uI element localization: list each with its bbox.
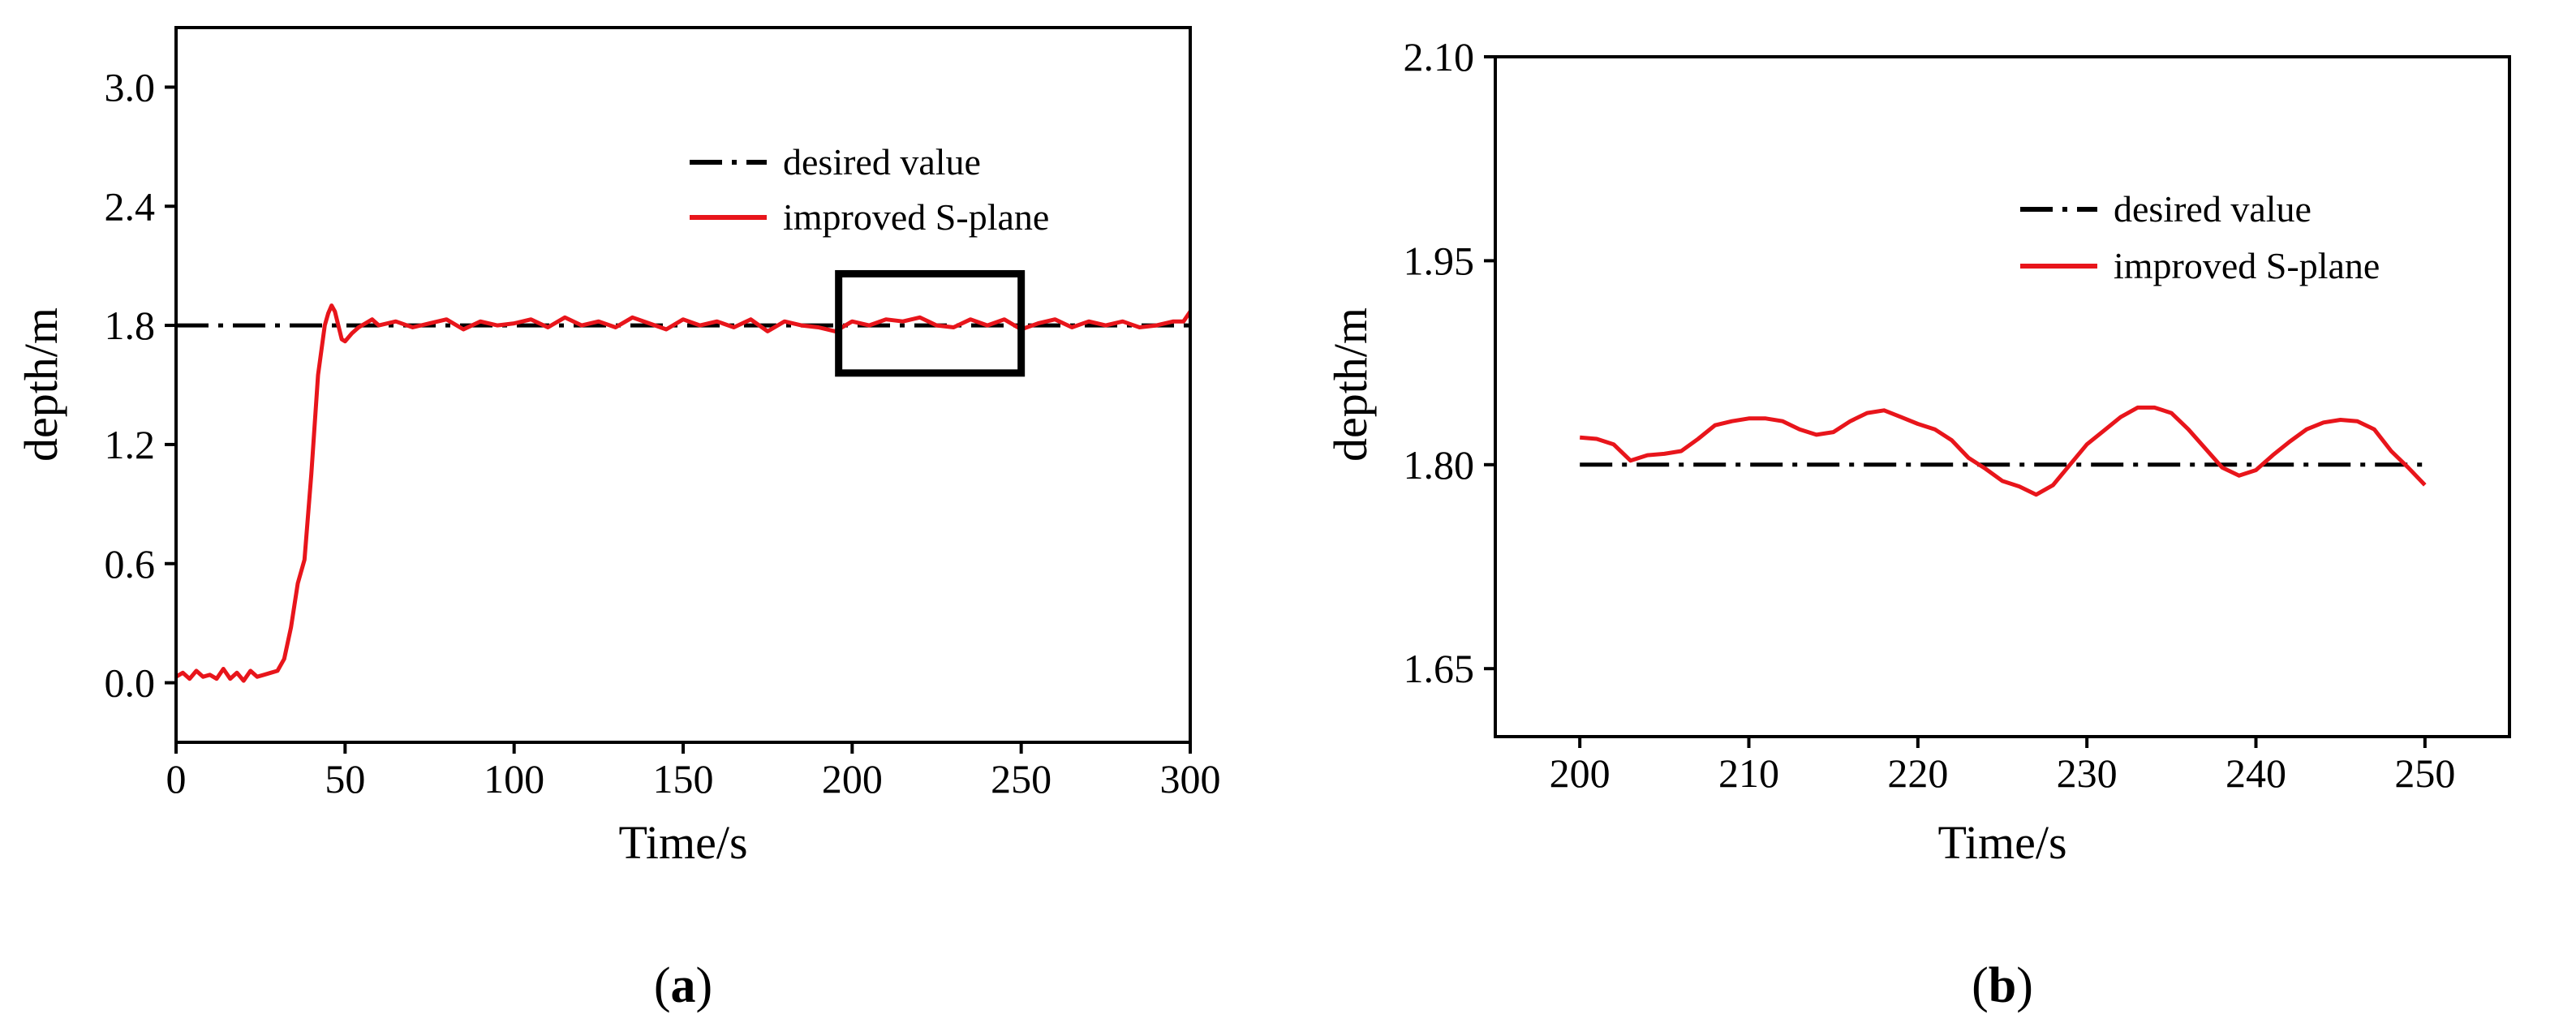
chart-a-xtick-label: 150 bbox=[653, 756, 714, 802]
chart-a-plot-content bbox=[174, 269, 1193, 683]
chart-a-xtick-label: 100 bbox=[484, 756, 544, 802]
chart-a: 0 50 100 150 200 250 300 0.0 0.6 1.2 1.8 2.4 3.0 Tim… bbox=[15, 26, 1221, 1013]
chart-b-legend-label-desired: desired value bbox=[2114, 188, 2312, 230]
chart-a-ytick-label: 2.4 bbox=[105, 183, 156, 229]
chart-b-ytick-label: 1.65 bbox=[1404, 646, 1475, 691]
chart-a-ytick-label: 0.0 bbox=[105, 660, 156, 706]
chart-a-ytick-label: 3.0 bbox=[105, 64, 156, 110]
chart-b-ytick-label: 2.10 bbox=[1404, 34, 1475, 80]
panel-label-b: (b) bbox=[1972, 958, 2033, 1013]
chart-b-xtick-label: 230 bbox=[2057, 750, 2118, 796]
chart-b-xtick-label: 240 bbox=[2226, 750, 2286, 796]
chart-b-series-improved-s-plane bbox=[1579, 405, 2427, 497]
chart-a-xtick-label: 250 bbox=[991, 756, 1051, 802]
chart-b-ticks: 200 210 220 230 240 250 1.65 1.80 1.95 2.10 bbox=[1404, 34, 2456, 796]
chart-a-xtick-label: 300 bbox=[1160, 756, 1221, 802]
chart-a-ticks: 0 50 100 150 200 250 300 0.0 0.6 1.2 1.8 2.4 3.0 bbox=[105, 64, 1221, 802]
chart-a-xtick-label: 0 bbox=[166, 756, 187, 802]
chart-b-legend: desired value improved S-plane bbox=[2020, 188, 2380, 286]
chart-a-ylabel: depth/m bbox=[15, 307, 67, 462]
panel-label-a: (a) bbox=[654, 958, 712, 1013]
chart-b-xtick-label: 250 bbox=[2394, 750, 2455, 796]
chart-a-xtick-label: 200 bbox=[822, 756, 883, 802]
chart-a-ytick-label: 0.6 bbox=[105, 541, 156, 587]
chart-b-xtick-label: 200 bbox=[1550, 750, 1611, 796]
chart-b-frame bbox=[1494, 55, 2511, 738]
chart-a-ytick-label: 1.8 bbox=[105, 303, 156, 348]
chart-b-xlabel: Time/s bbox=[1937, 816, 2066, 869]
chart-a-xlabel: Time/s bbox=[618, 816, 747, 869]
chart-b-plot-content bbox=[1579, 405, 2427, 497]
chart-a-legend-label-splane: improved S-plane bbox=[783, 196, 1049, 238]
chart-b: 200 210 220 230 240 250 1.65 1.80 1.95 2.10 Time/… bbox=[1324, 34, 2511, 1013]
chart-b-xtick-label: 210 bbox=[1718, 750, 1779, 796]
chart-b-xtick-label: 220 bbox=[1887, 750, 1948, 796]
chart-a-legend-label-desired: desired value bbox=[783, 141, 981, 183]
chart-b-ytick-label: 1.80 bbox=[1404, 442, 1475, 488]
chart-a-ytick-label: 1.2 bbox=[105, 422, 156, 467]
chart-a-legend: desired value improved S-plane bbox=[690, 141, 1049, 238]
chart-a-series-improved-s-plane bbox=[174, 303, 1193, 683]
chart-a-frame bbox=[174, 26, 1192, 744]
chart-b-legend-label-splane: improved S-plane bbox=[2114, 245, 2380, 286]
chart-b-ytick-label: 1.95 bbox=[1404, 238, 1475, 283]
chart-b-ylabel: depth/m bbox=[1324, 307, 1377, 462]
chart-a-xtick-label: 50 bbox=[325, 756, 365, 802]
chart-a-zoom-box bbox=[835, 269, 1026, 377]
